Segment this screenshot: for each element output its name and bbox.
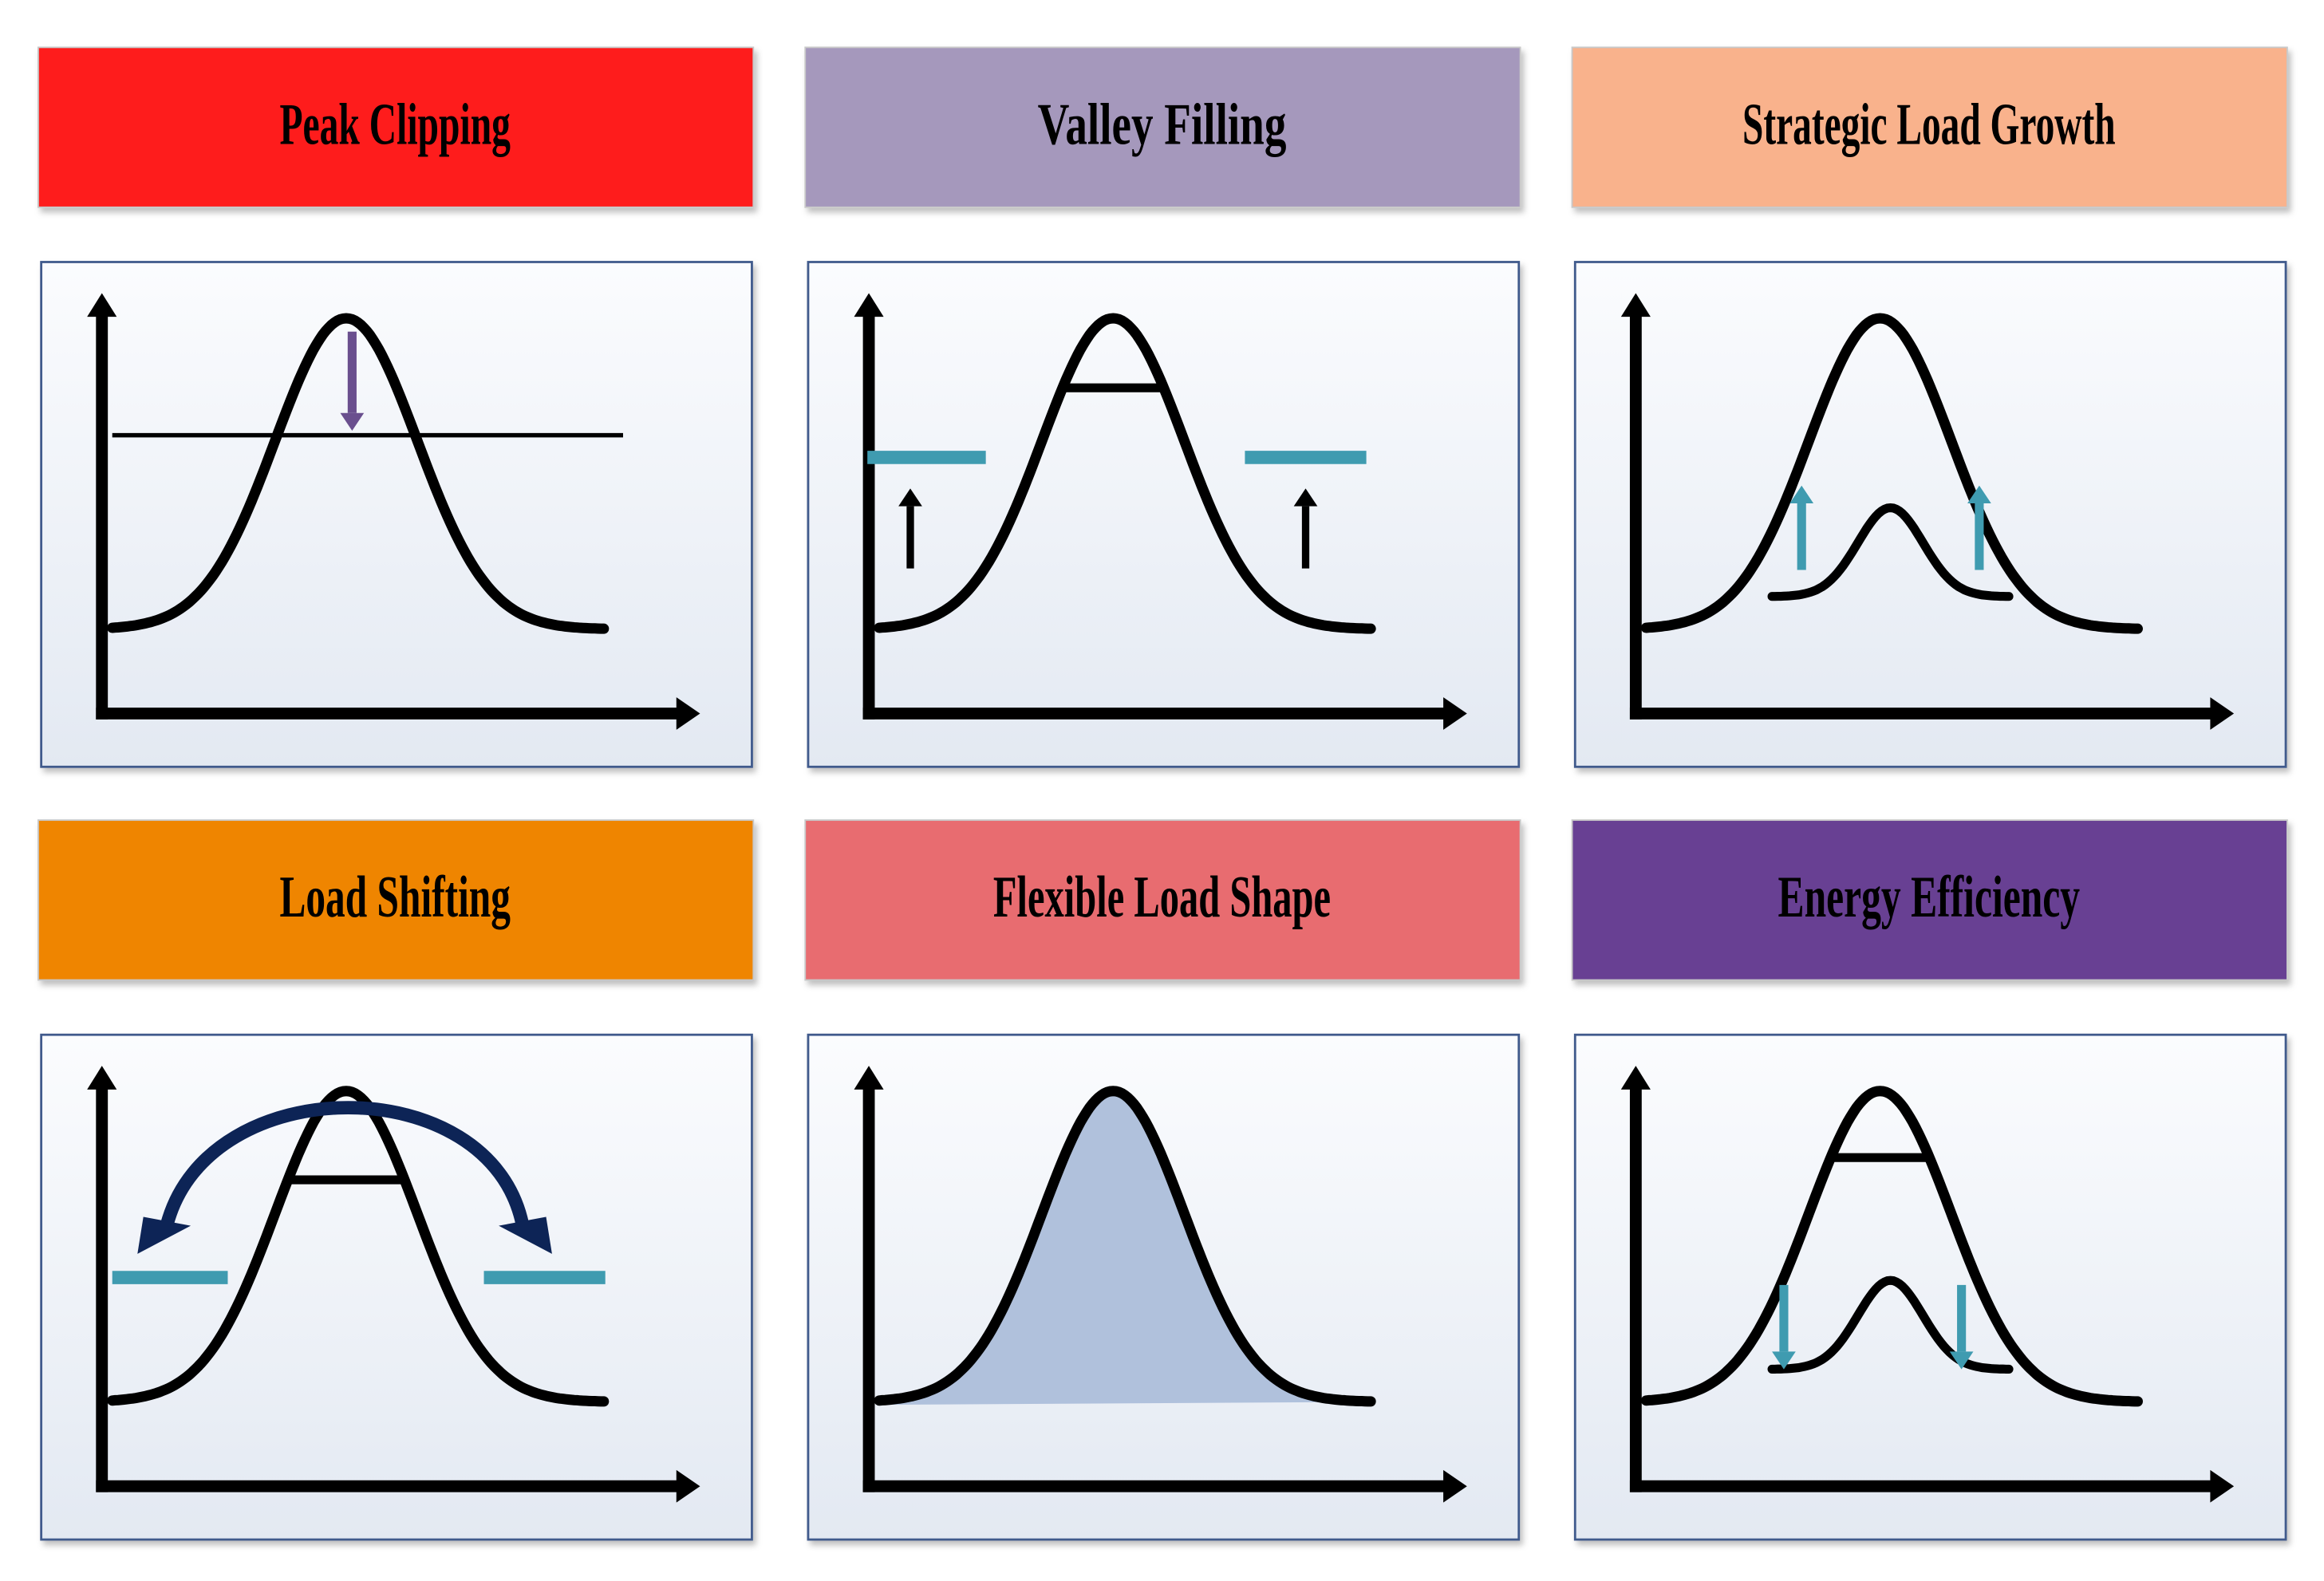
panel-header — [37, 819, 755, 981]
y-axis-head — [87, 293, 117, 317]
growth-arrow-head — [1789, 485, 1814, 503]
panel-header — [37, 46, 755, 208]
load-curve — [874, 1086, 1376, 1407]
shift-arc-head — [137, 1216, 191, 1254]
y-axis-head — [1620, 293, 1651, 317]
x-axis-head — [676, 697, 700, 730]
efficiency-arrow-head — [1772, 1351, 1796, 1370]
panel-box — [807, 261, 1521, 768]
y-axis-head — [854, 1066, 884, 1090]
load-curve — [1640, 1086, 2143, 1407]
y-axis-head — [854, 293, 884, 317]
shift-arc-head — [499, 1216, 552, 1254]
panel-box — [40, 261, 753, 768]
efficiency-arrow-head — [1949, 1351, 1974, 1370]
panel-box — [1573, 1033, 2287, 1541]
fill-arrow-head — [1293, 488, 1318, 507]
x-axis-head — [2210, 697, 2235, 730]
panel-header — [804, 819, 1521, 981]
panel-box — [1573, 261, 2287, 768]
panel-title: Peak Clipping — [279, 92, 511, 157]
x-axis-head — [676, 1469, 700, 1503]
panel-title: Load Shifting — [279, 865, 511, 930]
growth-arrow-head — [1967, 485, 1991, 503]
panel-title: Strategic Load Growth — [1742, 92, 2116, 157]
panel-title: Energy Efficiency — [1778, 865, 2081, 930]
small-curve — [1767, 503, 2014, 601]
panel-header — [1571, 46, 2288, 208]
load-curve — [107, 1086, 610, 1407]
load-curve — [1640, 313, 2143, 634]
clip-arrow-head — [340, 412, 365, 432]
panel-header — [1571, 819, 2288, 981]
y-axis-head — [87, 1066, 117, 1090]
panel-title: Flexible Load Shape — [993, 865, 1331, 930]
x-axis-head — [2210, 1469, 2235, 1503]
panel-title: Valley Filling — [1038, 92, 1287, 157]
load-area — [879, 1090, 1371, 1406]
load-curve — [874, 313, 1376, 634]
panel-header — [804, 46, 1521, 208]
small-curve — [1767, 1275, 2014, 1374]
x-axis-head — [1443, 1469, 1467, 1503]
load-curve — [107, 313, 610, 634]
fill-arrow-head — [898, 488, 922, 507]
y-axis-head — [1620, 1066, 1651, 1090]
shift-arc — [160, 1101, 529, 1226]
x-axis-head — [1443, 697, 1467, 730]
